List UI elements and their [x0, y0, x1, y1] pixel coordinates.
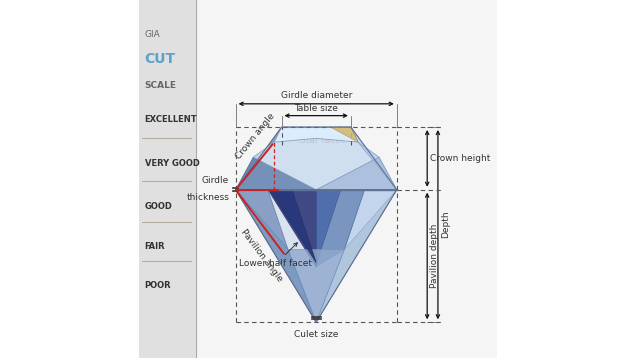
Polygon shape [236, 127, 397, 322]
Text: POOR: POOR [144, 281, 171, 290]
Text: Crown height: Crown height [430, 154, 490, 163]
Text: VERY GOOD: VERY GOOD [144, 159, 200, 168]
Bar [139, 0, 195, 358]
Polygon shape [274, 127, 358, 142]
Polygon shape [358, 142, 397, 190]
Text: Lower half facet: Lower half facet [239, 243, 312, 268]
Text: thickness: thickness [186, 193, 229, 202]
Polygon shape [268, 190, 316, 267]
Text: Girdle: Girdle [202, 176, 229, 185]
Polygon shape [236, 190, 316, 322]
Polygon shape [331, 127, 358, 142]
Text: GIA: GIA [144, 30, 160, 39]
Polygon shape [316, 190, 397, 322]
Polygon shape [316, 190, 397, 322]
Polygon shape [316, 157, 397, 190]
Polygon shape [253, 127, 379, 190]
Text: SCALE: SCALE [144, 81, 177, 90]
Polygon shape [288, 249, 345, 322]
Text: Culet size: Culet size [294, 330, 338, 339]
Polygon shape [236, 190, 316, 322]
Text: Star facet: Star facet [300, 136, 345, 145]
Text: Table size: Table size [294, 104, 338, 113]
Bar [195, 0, 497, 358]
Polygon shape [270, 190, 316, 263]
Text: FAIR: FAIR [144, 242, 165, 251]
Polygon shape [236, 127, 397, 190]
Polygon shape [236, 157, 316, 190]
Polygon shape [351, 127, 397, 190]
Polygon shape [236, 142, 274, 190]
Text: CUT: CUT [144, 52, 176, 66]
Polygon shape [236, 127, 282, 190]
Text: EXCELLENT: EXCELLENT [144, 115, 197, 124]
Polygon shape [316, 190, 340, 263]
Text: Pavilion depth: Pavilion depth [430, 224, 439, 288]
Text: Depth: Depth [441, 211, 450, 238]
Text: GOOD: GOOD [144, 202, 172, 211]
Text: Crown angle: Crown angle [235, 112, 277, 161]
Text: Girdle diameter: Girdle diameter [280, 91, 352, 100]
Text: Pavilion angle: Pavilion angle [239, 228, 284, 284]
Polygon shape [316, 190, 364, 267]
